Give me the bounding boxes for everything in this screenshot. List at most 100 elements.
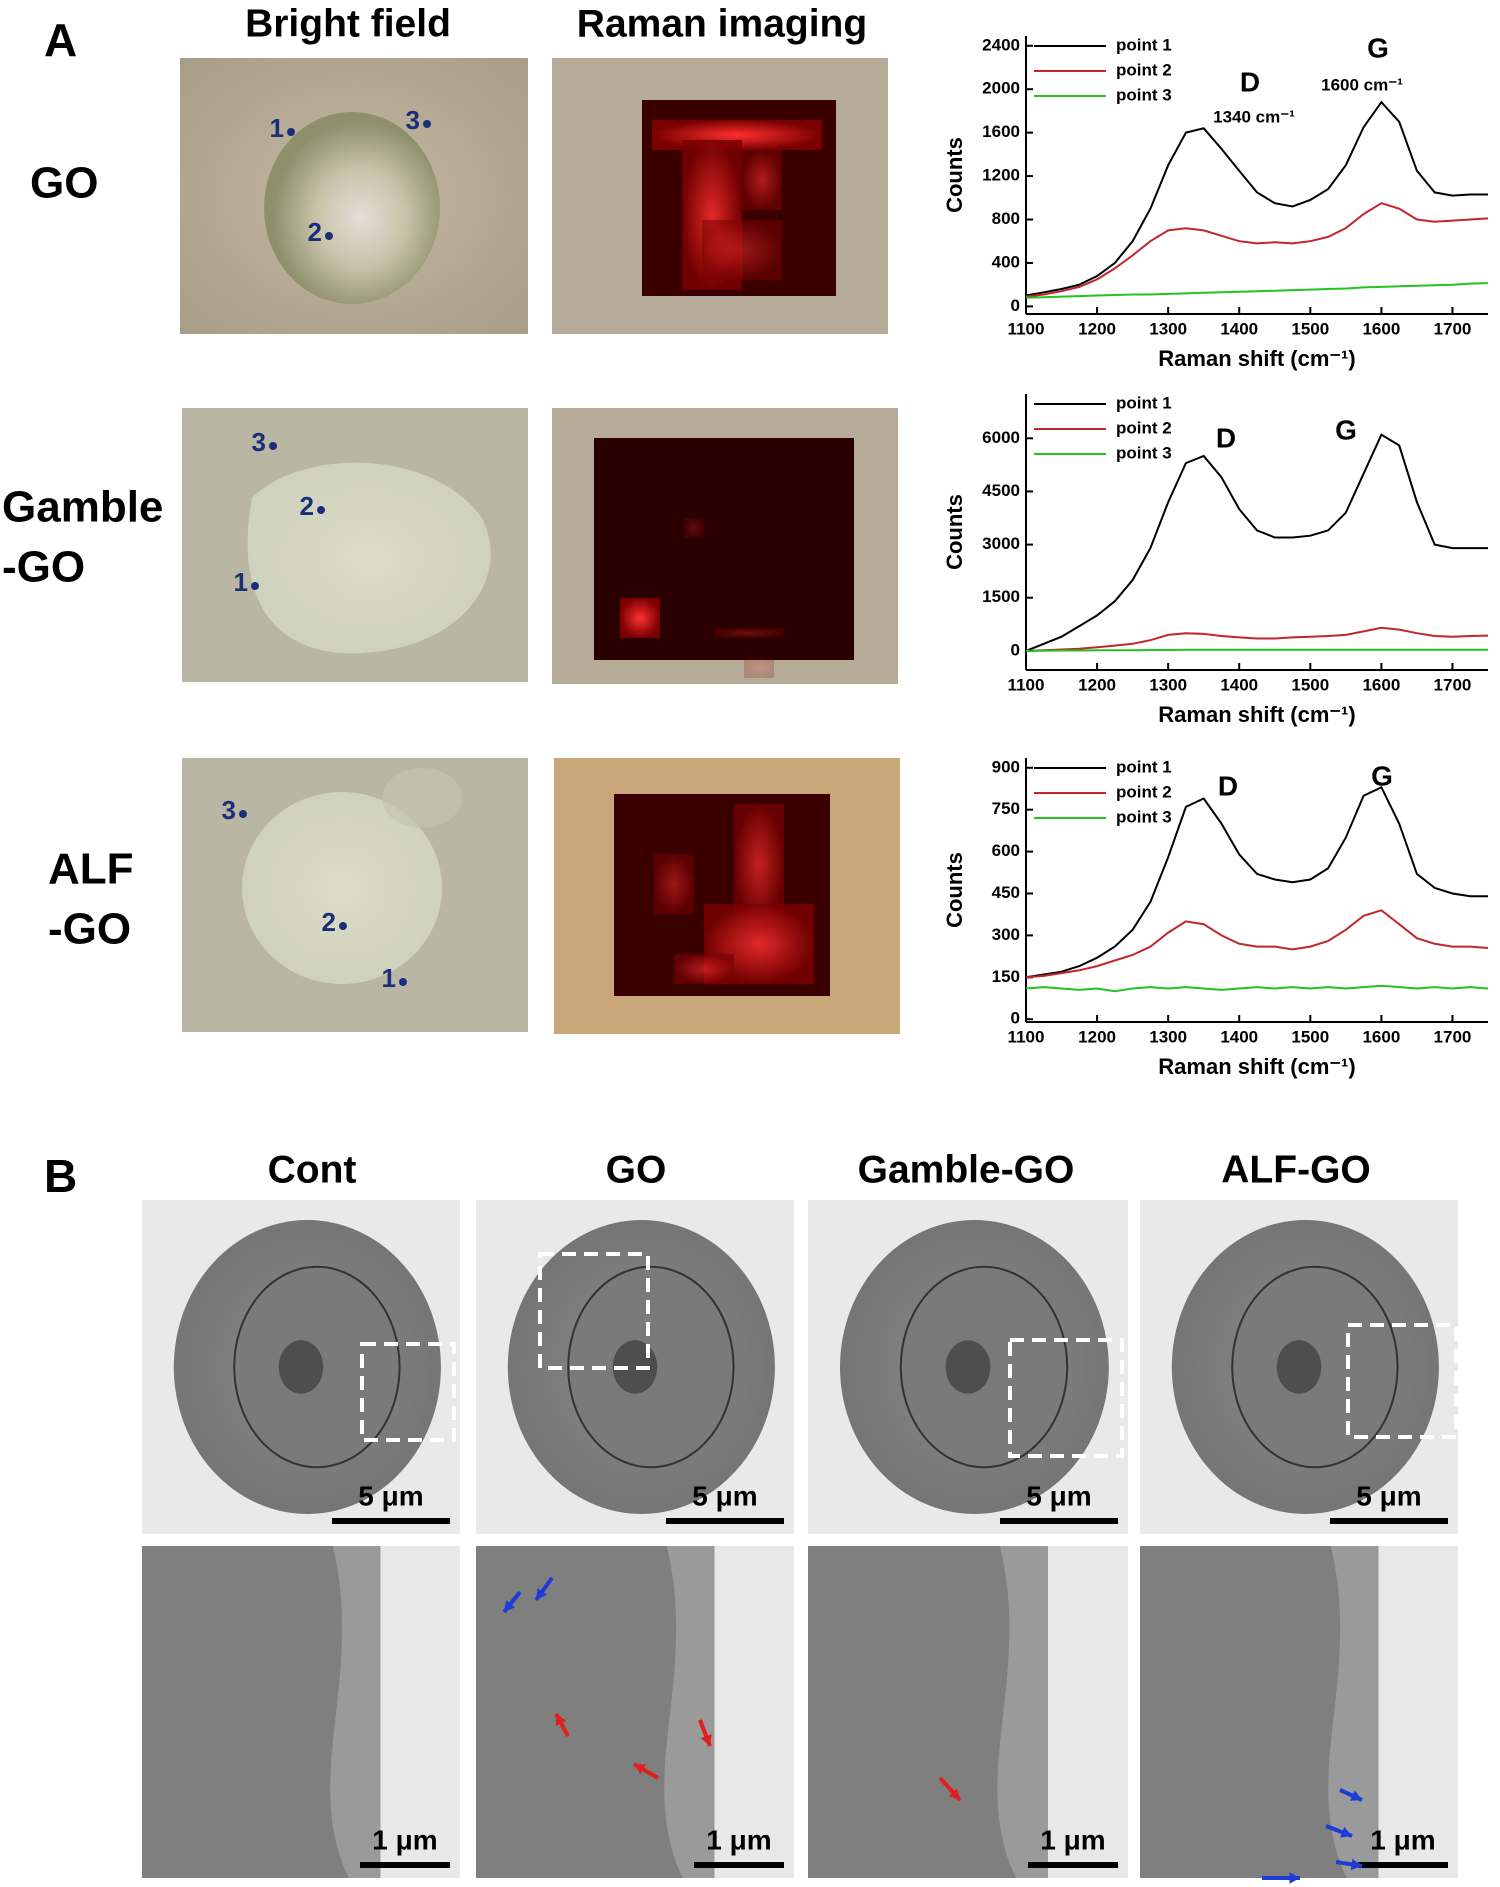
zoom-box [1346, 1323, 1458, 1439]
series-line [1025, 282, 1489, 299]
annotation: G [1335, 414, 1357, 445]
y-tick-label: 2400 [982, 35, 1020, 54]
series-line [1025, 433, 1488, 652]
y-tick-label: 750 [992, 799, 1020, 818]
y-tick-label: 0 [1011, 640, 1020, 659]
scale-bar [360, 1862, 450, 1868]
x-tick-label: 1300 [1149, 675, 1187, 694]
arrow-head [536, 1588, 547, 1600]
tem-nucleolus [945, 1340, 991, 1394]
y-tick-label: 6000 [982, 428, 1020, 447]
column-header: GO [606, 1148, 667, 1191]
point-dot [269, 442, 277, 450]
point-label: 1 [234, 567, 248, 597]
scale-bar [1028, 1862, 1118, 1868]
y-tick-label: 2000 [982, 79, 1020, 98]
y-tick-label: 1600 [982, 122, 1020, 141]
tem-background [714, 1546, 794, 1878]
column-header: Gamble-GO [858, 1148, 1075, 1191]
arrow-head [1340, 1826, 1352, 1838]
legend-label: point 3 [1116, 443, 1172, 462]
legend-label: point 2 [1116, 782, 1172, 801]
annotation: 1600 cm⁻¹ [1321, 75, 1403, 94]
series-line [1025, 626, 1489, 652]
row-label: GO [30, 159, 98, 208]
raman-signal [744, 658, 774, 678]
raman-signal [674, 954, 734, 984]
x-tick-label: 1400 [1220, 675, 1258, 694]
column-header: ALF-GO [1221, 1148, 1370, 1191]
x-tick-label: 1400 [1220, 1027, 1258, 1046]
cell [264, 112, 440, 304]
legend-label: point 3 [1116, 807, 1172, 826]
annotation: D [1240, 66, 1260, 97]
y-axis-label: Counts [942, 137, 967, 213]
scale-bar-label: 5 μm [1356, 1480, 1421, 1511]
point-dot [339, 922, 347, 930]
arrow-head [634, 1764, 646, 1775]
annotation: 1340 cm⁻¹ [1213, 107, 1295, 126]
zoom-box [1008, 1338, 1124, 1458]
point-dot [287, 128, 295, 136]
raman-signal [620, 598, 660, 638]
arrow-head [700, 1734, 712, 1746]
point-label: 3 [222, 795, 236, 825]
column-header: Bright field [245, 2, 451, 45]
y-tick-label: 1200 [982, 166, 1020, 185]
series-line [1025, 785, 1488, 979]
x-tick-label: 1600 [1362, 319, 1400, 338]
cell [247, 462, 491, 654]
x-tick-label: 1300 [1149, 319, 1187, 338]
panel-label: B [44, 1150, 77, 1202]
tem-nucleolus [1276, 1340, 1322, 1394]
y-tick-label: 800 [992, 209, 1020, 228]
y-tick-label: 450 [992, 883, 1020, 902]
point-dot [399, 978, 407, 986]
x-axis-label: Raman shift (cm⁻¹) [1158, 346, 1355, 371]
scale-bar-label: 5 μm [1026, 1480, 1091, 1511]
column-header: Raman imaging [577, 2, 867, 45]
legend-label: point 1 [1116, 393, 1172, 412]
point-dot [325, 232, 333, 240]
arrow-head [504, 1600, 516, 1612]
raman-signal [714, 628, 784, 638]
cell [242, 792, 442, 984]
scale-bar [666, 1518, 784, 1524]
x-tick-label: 1100 [1008, 1027, 1045, 1046]
raman-signal [742, 150, 782, 210]
x-tick-label: 1200 [1078, 675, 1116, 694]
raman-signal [684, 518, 704, 538]
zoom-box [360, 1342, 456, 1442]
x-tick-label: 1700 [1434, 675, 1472, 694]
column-header: Cont [268, 1148, 357, 1191]
point-label: 2 [308, 217, 322, 247]
row-label: ALF [48, 845, 134, 894]
point-label: 1 [382, 963, 396, 993]
x-tick-label: 1100 [1008, 319, 1045, 338]
annotation: D [1216, 422, 1236, 453]
point-dot [239, 810, 247, 818]
point-dot [317, 506, 325, 514]
x-tick-label: 1500 [1291, 1027, 1329, 1046]
x-tick-label: 1200 [1078, 1027, 1116, 1046]
tem-background [1378, 1546, 1458, 1878]
row-label: -GO [2, 543, 85, 592]
tem-cell-region [476, 1546, 683, 1878]
y-axis-label: Counts [942, 494, 967, 570]
point-label: 2 [300, 491, 314, 521]
scale-bar-label: 1 μm [1040, 1824, 1105, 1855]
annotation: G [1367, 32, 1389, 63]
y-tick-label: 400 [992, 252, 1020, 271]
scale-bar-label: 1 μm [706, 1824, 771, 1855]
series-line [1025, 909, 1489, 979]
y-tick-label: 4500 [982, 481, 1020, 500]
tem-background [1048, 1546, 1128, 1878]
x-tick-label: 1600 [1362, 675, 1400, 694]
x-axis-label: Raman shift (cm⁻¹) [1158, 702, 1355, 727]
x-tick-label: 1300 [1149, 1027, 1187, 1046]
y-tick-label: 900 [992, 757, 1020, 776]
y-tick-label: 0 [1011, 1009, 1020, 1028]
x-tick-label: 1700 [1434, 1027, 1472, 1046]
annotation: D [1218, 770, 1238, 801]
